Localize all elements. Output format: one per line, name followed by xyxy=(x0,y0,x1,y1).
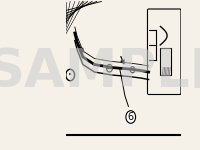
Circle shape xyxy=(66,69,75,81)
Circle shape xyxy=(130,67,135,73)
Circle shape xyxy=(126,111,136,123)
Circle shape xyxy=(107,64,112,72)
Text: •: • xyxy=(68,72,72,78)
Text: SAMPLE: SAMPLE xyxy=(0,46,200,98)
Bar xyxy=(160,48,171,75)
Text: 6: 6 xyxy=(128,112,134,122)
FancyBboxPatch shape xyxy=(147,9,181,95)
